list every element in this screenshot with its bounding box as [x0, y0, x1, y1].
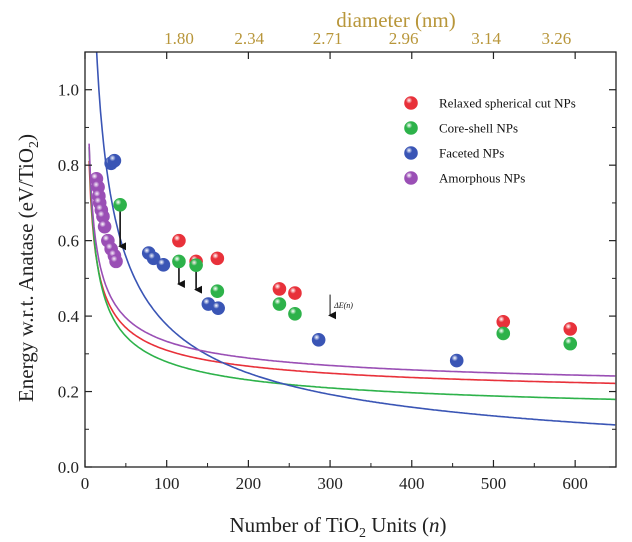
x-axis-title: Number of TiO2 Units (n) — [229, 513, 446, 541]
x-tick-label: 200 — [236, 474, 262, 493]
data-point-1 — [113, 197, 127, 212]
fit-curve-0 — [88, 160, 616, 385]
fit-curve-1 — [88, 147, 616, 401]
y-tick-label: 0.0 — [58, 458, 79, 477]
data-point-2 — [211, 301, 225, 315]
top-tick-label: 1.80 — [164, 29, 194, 48]
data-point-1 — [172, 254, 186, 269]
fit-curve-2 — [95, 52, 616, 426]
delta-arrows — [118, 210, 203, 294]
x-tick-label: 300 — [317, 474, 343, 493]
top-tick-label: 2.96 — [389, 29, 419, 48]
top-axis-title: diameter (nm) — [336, 8, 456, 32]
y-axis-title-subscript: 2 — [27, 141, 42, 148]
y-tick-label: 0.4 — [58, 307, 80, 326]
legend-label-1: Core-shell NPs — [439, 121, 518, 136]
x-tick-label: 500 — [481, 474, 507, 493]
x-tick-label: 600 — [562, 474, 588, 493]
top-tick-label: 3.26 — [541, 29, 571, 48]
top-tick-label: 2.34 — [234, 29, 264, 48]
legend-marker-1 — [404, 121, 418, 135]
data-point-1 — [272, 297, 287, 311]
data-point-2 — [311, 333, 326, 347]
x-tick-label: 100 — [154, 474, 180, 493]
y-tick-label: 0.6 — [58, 232, 79, 251]
delta-e-label: ΔE(n) — [333, 301, 353, 310]
y-tick-label: 0.2 — [58, 383, 79, 402]
data-point-0 — [563, 322, 578, 336]
legend-marker-2 — [404, 146, 418, 160]
x-tick-label: 0 — [81, 474, 90, 493]
data-point-1 — [496, 326, 511, 341]
data-point-0 — [210, 251, 225, 266]
y-axis-title: Energy w.r.t. Anatase (eV/TiO2) — [14, 134, 42, 402]
plot-frame — [84, 51, 617, 468]
top-tick-label: 3.14 — [471, 29, 501, 48]
legend-marker-0 — [404, 96, 418, 110]
fit-curves — [88, 52, 616, 426]
legend-marker-3 — [404, 171, 418, 185]
legend: Relaxed spherical cut NPs Core-shell NPs F… — [404, 96, 576, 186]
data-point-0 — [496, 314, 511, 329]
data-point-0 — [272, 282, 287, 296]
legend-label-2: Faceted NPs — [439, 146, 504, 161]
legend-label-0: Relaxed spherical cut NPs — [439, 96, 576, 111]
data-point-1 — [189, 258, 203, 272]
data-point-3 — [97, 219, 112, 234]
y-axis-ticks: 0.0 0.2 0.4 0.6 0.8 1.0 — [58, 81, 616, 477]
delta-e-annotation: ΔE(n) — [328, 294, 353, 320]
x-axis-title-subscript: 2 — [359, 526, 366, 541]
data-point-3 — [109, 254, 123, 269]
top-tick-label: 2.71 — [313, 29, 343, 48]
data-point-2 — [107, 153, 122, 168]
data-point-2 — [449, 353, 464, 368]
data-point-1 — [288, 307, 302, 321]
data-point-0 — [172, 233, 186, 248]
plot-border — [84, 51, 617, 468]
y-tick-label: 0.8 — [58, 156, 79, 175]
top-axis-ticks: 1.80 2.34 2.71 2.96 3.14 3.26 — [164, 29, 571, 48]
data-point-2 — [146, 251, 161, 266]
data-point-1 — [563, 336, 578, 351]
x-axis-ticks: 0 100 200 300 400 500 600 — [81, 52, 588, 493]
fit-curve-3 — [88, 143, 616, 377]
data-points — [89, 153, 578, 368]
data-point-0 — [288, 286, 302, 300]
x-tick-label: 400 — [399, 474, 425, 493]
legend-label-3: Amorphous NPs — [439, 171, 525, 186]
data-point-1 — [210, 284, 225, 298]
y-tick-label: 1.0 — [58, 81, 79, 100]
data-point-2 — [156, 257, 171, 272]
